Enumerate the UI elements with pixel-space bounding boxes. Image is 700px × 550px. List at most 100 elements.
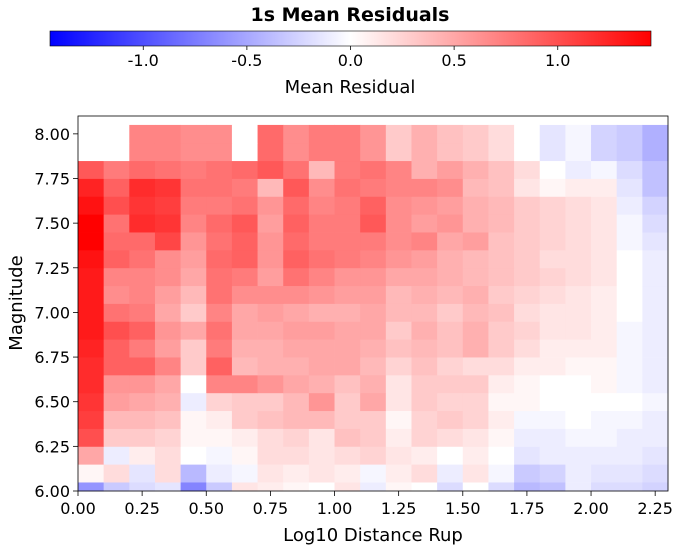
heatmap-cell (411, 428, 438, 447)
heatmap-cell (283, 428, 310, 447)
heatmap-cell (78, 232, 105, 251)
heatmap-cell (462, 482, 489, 492)
heatmap-cell (360, 232, 387, 251)
x-axis-label: Log10 Distance Rup (283, 525, 463, 546)
heatmap-cell (78, 267, 105, 287)
colorbar (49, 30, 652, 47)
heatmap-cell (385, 321, 412, 340)
heatmap-cell (283, 392, 310, 412)
heatmap-cell (103, 374, 130, 394)
heatmap-cell (488, 446, 515, 465)
heatmap-cell (103, 142, 130, 162)
heatmap-cell (591, 178, 618, 197)
heatmap-cell (565, 357, 592, 376)
heatmap-cell (257, 464, 284, 483)
heatmap-cell (616, 392, 643, 412)
heatmap-cell (334, 249, 361, 269)
heatmap-cell (462, 374, 489, 394)
heatmap-cell (78, 374, 105, 394)
heatmap-cell (308, 232, 335, 251)
heatmap-cell (360, 464, 387, 483)
heatmap-cell (129, 285, 156, 304)
heatmap-cell (616, 446, 643, 465)
heatmap-cell (411, 214, 438, 233)
heatmap-cell (154, 446, 182, 465)
heatmap-cell (129, 357, 156, 376)
heatmap-cell (411, 285, 438, 304)
heatmap-cell (78, 428, 105, 447)
heatmap-cell (411, 142, 438, 162)
heatmap-cell (514, 267, 541, 287)
heatmap-cell (591, 196, 618, 215)
heatmap-cell (437, 124, 464, 144)
heatmap-cell (616, 303, 643, 322)
heatmap-cell (488, 214, 515, 233)
y-axis-label: Magnitude (6, 255, 27, 350)
heatmap-cell (283, 482, 310, 492)
heatmap-cell (154, 321, 182, 340)
heatmap-cell (462, 196, 489, 215)
heatmap-cell (616, 249, 643, 269)
heatmap-cell (514, 214, 541, 233)
heatmap-cell (488, 124, 515, 144)
heatmap-cell (334, 214, 361, 233)
heatmap-cell (514, 464, 541, 483)
heatmap-cell (78, 160, 105, 179)
heatmap-cell (616, 124, 643, 144)
heatmap-cell (154, 392, 182, 412)
heatmap-cell (206, 142, 233, 162)
heatmap-cell (334, 392, 361, 412)
y-tick-label: 6.50 (34, 393, 70, 412)
heatmap-cell (591, 232, 618, 251)
heatmap-cell (514, 374, 541, 394)
heatmap-cell (206, 357, 233, 376)
heatmap-cell (360, 142, 387, 162)
y-tick-label: 6.25 (34, 437, 70, 456)
heatmap-cell (488, 392, 515, 412)
heatmap-cell (488, 321, 515, 340)
heatmap-cell (308, 357, 335, 376)
heatmap-cell (257, 214, 284, 233)
heatmap-cell (565, 482, 592, 492)
heatmap-cell (257, 446, 284, 465)
heatmap-cell (231, 232, 258, 251)
heatmap-cell (154, 374, 182, 394)
heatmap-cell (129, 249, 156, 269)
heatmap-cell (642, 160, 669, 179)
heatmap-cell (231, 464, 258, 483)
heatmap-cell (360, 249, 387, 269)
heatmap-cell (206, 446, 233, 465)
heatmap-cell (539, 357, 566, 376)
y-axis-ticks: 6.00 6.25 6.50 6.75 7.00 7.25 7.50 7.75 8.00 (34, 125, 78, 501)
heatmap-cell (257, 124, 284, 144)
heatmap-cell (103, 303, 130, 322)
heatmap-cell (385, 214, 412, 233)
heatmap-cell (616, 428, 643, 447)
x-tick-label: 1.25 (381, 499, 417, 518)
heatmap-cell (488, 482, 515, 492)
heatmap-cell (539, 410, 566, 429)
heatmap-cell (129, 464, 156, 483)
heatmap-cell (78, 464, 105, 483)
heatmap-cell (591, 303, 618, 322)
heatmap-cell (103, 178, 130, 197)
heatmap-cell (539, 428, 566, 447)
heatmap-cell (488, 339, 515, 358)
x-tick-label: 2.25 (637, 499, 673, 518)
heatmap-cell (103, 464, 130, 483)
heatmap-cell (360, 339, 387, 358)
heatmap-cell (283, 339, 310, 358)
colorbar-tick-label: 0.5 (441, 51, 466, 70)
heatmap-cell (462, 410, 489, 429)
heatmap-cell (411, 124, 438, 144)
heatmap-cell (360, 446, 387, 465)
heatmap-cell (565, 178, 592, 197)
heatmap-cell (462, 178, 489, 197)
heatmap-cell (514, 285, 541, 304)
heatmap-cell (283, 124, 310, 144)
heatmap-cell (129, 482, 156, 492)
heatmap-cell (360, 428, 387, 447)
heatmap-cell (462, 357, 489, 376)
heatmap-cell (154, 124, 182, 144)
